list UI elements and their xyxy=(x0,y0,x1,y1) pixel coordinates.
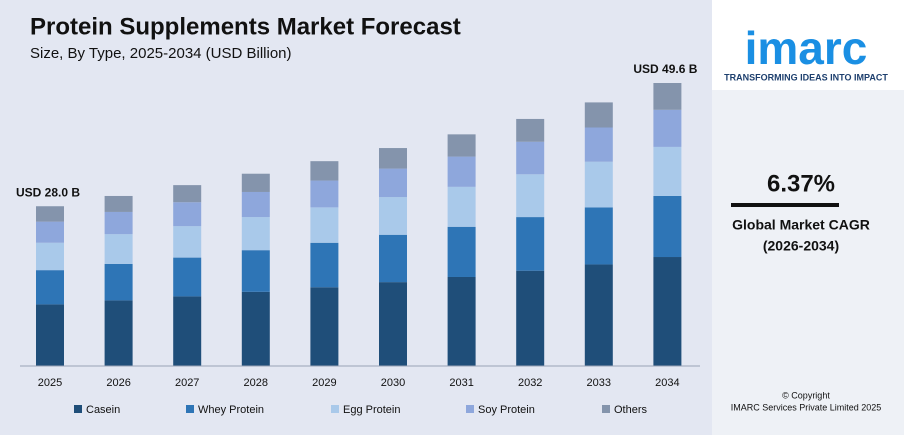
bar-segment xyxy=(447,226,476,277)
bar-segment xyxy=(447,156,476,187)
total-label: USD 28.0 B xyxy=(16,185,80,199)
copyright: © Copyright xyxy=(782,390,830,400)
bar-segment xyxy=(379,148,407,169)
cagr-divider xyxy=(731,203,839,207)
bar-segment xyxy=(653,146,682,196)
bar-segment xyxy=(173,185,202,203)
bar-segment xyxy=(379,282,407,366)
x-tick-label: 2034 xyxy=(655,377,679,389)
bar-segment xyxy=(516,118,545,142)
bar-segment xyxy=(447,186,476,227)
bar-segment xyxy=(104,263,133,301)
legend-label: Soy Protein xyxy=(478,404,535,416)
bar-segment xyxy=(241,250,270,292)
x-tick-label: 2026 xyxy=(106,377,130,389)
x-tick-label: 2030 xyxy=(381,377,405,389)
bar-segment xyxy=(447,134,476,157)
bar-segment xyxy=(379,197,407,235)
company: IMARC Services Private Limited 2025 xyxy=(731,402,882,412)
bar-segment xyxy=(516,174,545,218)
cagr-value: 6.37% xyxy=(767,170,835,197)
logo: imarc xyxy=(745,22,868,74)
bar-segment xyxy=(379,168,407,198)
bar-segment xyxy=(36,206,64,222)
bar-segment xyxy=(516,141,545,175)
bar-segment xyxy=(310,207,339,243)
legend-label: Others xyxy=(614,404,648,416)
total-label: USD 49.6 B xyxy=(633,62,697,76)
cagr-label: Global Market CAGR xyxy=(732,217,870,233)
bar-segment xyxy=(653,83,682,110)
bar-segment xyxy=(653,257,682,366)
bar-segment xyxy=(241,291,270,366)
bar-segment xyxy=(104,234,133,264)
bar-segment xyxy=(379,234,407,283)
bar-segment xyxy=(36,242,64,271)
bar-segment xyxy=(241,191,270,218)
bar-segment xyxy=(584,264,613,366)
bar-segment xyxy=(104,211,133,235)
x-tick-label: 2029 xyxy=(312,377,336,389)
bar-segment xyxy=(173,296,202,366)
bar-segment xyxy=(241,217,270,251)
x-tick-label: 2032 xyxy=(518,377,542,389)
side-panel-art xyxy=(712,90,904,435)
legend-label: Casein xyxy=(86,404,120,416)
bar-segment xyxy=(447,276,476,366)
bar-segment xyxy=(36,270,64,305)
bar-segment xyxy=(104,195,133,212)
bar-segment xyxy=(310,287,339,366)
bar-segment xyxy=(173,226,202,258)
cagr-period: (2026-2034) xyxy=(763,238,839,254)
x-tick-label: 2033 xyxy=(587,377,611,389)
bar-segment xyxy=(584,161,613,208)
bar-segment xyxy=(173,257,202,297)
x-tick-label: 2025 xyxy=(38,377,62,389)
bar-segment xyxy=(584,102,613,128)
legend-swatch xyxy=(466,405,474,413)
legend-swatch xyxy=(186,405,194,413)
legend-label: Egg Protein xyxy=(343,404,400,416)
bar-segment xyxy=(653,195,682,258)
tagline: TRANSFORMING IDEAS INTO IMPACT xyxy=(724,72,888,82)
bar-segment xyxy=(584,207,613,265)
legend-swatch xyxy=(331,405,339,413)
x-tick-label: 2028 xyxy=(244,377,268,389)
bar-segment xyxy=(310,161,339,181)
x-tick-label: 2031 xyxy=(449,377,473,389)
chart-title: Protein Supplements Market Forecast xyxy=(30,13,461,40)
bar-segment xyxy=(241,173,270,192)
legend-label: Whey Protein xyxy=(198,404,264,416)
bar-segment xyxy=(516,270,545,366)
legend-swatch xyxy=(74,405,82,413)
legend-swatch xyxy=(602,405,610,413)
x-tick-label: 2027 xyxy=(175,377,199,389)
chart-subtitle: Size, By Type, 2025-2034 (USD Billion) xyxy=(30,45,292,62)
bar-segment xyxy=(310,180,339,208)
bar-segment xyxy=(104,300,133,366)
bar-segment xyxy=(653,109,682,147)
bar-segment xyxy=(310,242,339,288)
bar-segment xyxy=(516,217,545,271)
bar-segment xyxy=(584,127,613,162)
bar-segment xyxy=(36,304,64,366)
bar-segment xyxy=(36,221,64,243)
bar-segment xyxy=(173,202,202,227)
